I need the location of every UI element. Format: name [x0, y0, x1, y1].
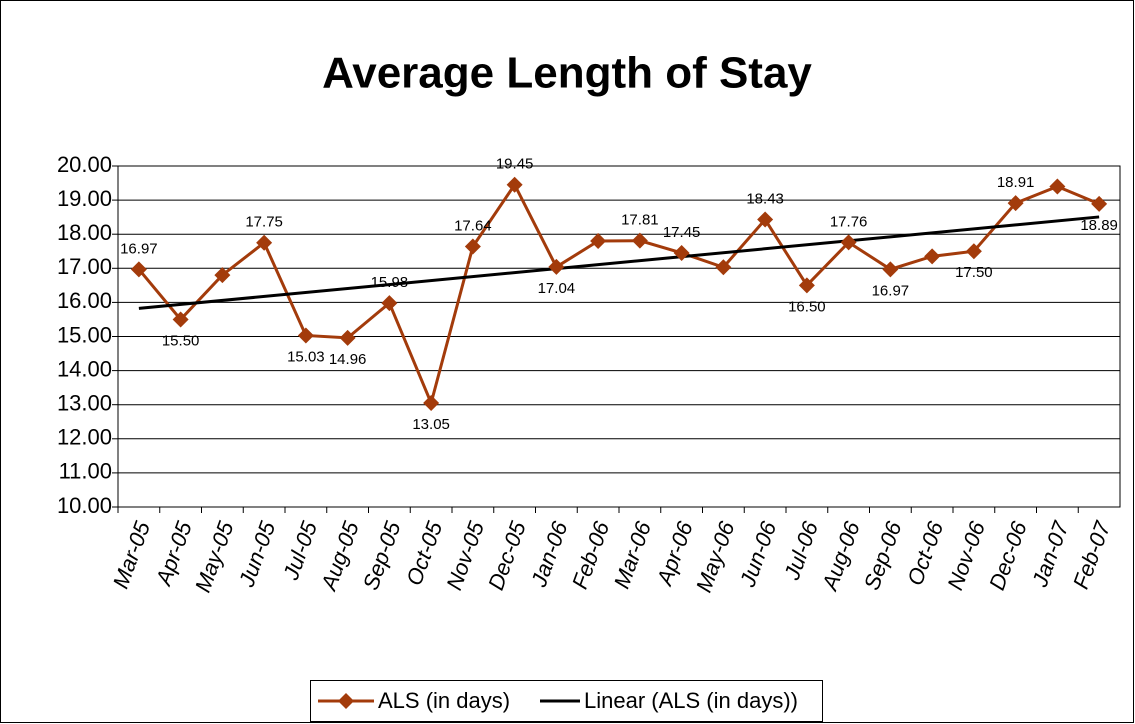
y-tick-label: 10.00 — [57, 493, 112, 518]
marker — [715, 259, 732, 276]
marker — [214, 267, 231, 284]
data-label: 17.64 — [454, 217, 492, 234]
data-label: 13.05 — [412, 416, 450, 433]
y-tick-label: 20.00 — [57, 152, 112, 177]
marker — [673, 244, 690, 261]
marker — [423, 394, 440, 411]
marker — [339, 329, 356, 346]
data-label: 15.03 — [287, 348, 325, 365]
y-tick-label: 18.00 — [57, 220, 112, 245]
y-tick-label: 13.00 — [57, 391, 112, 416]
marker — [1049, 178, 1066, 195]
y-tick-label: 15.00 — [57, 322, 112, 347]
marker — [924, 248, 941, 265]
marker — [590, 233, 607, 250]
marker — [1007, 195, 1024, 212]
y-tick-label: 16.00 — [57, 288, 112, 313]
marker — [798, 277, 815, 294]
data-label: 19.45 — [496, 156, 534, 173]
data-label: 17.81 — [621, 212, 659, 229]
marker — [965, 243, 982, 260]
marker — [256, 234, 273, 251]
data-label: 18.89 — [1080, 217, 1118, 234]
data-label: 18.91 — [997, 174, 1035, 191]
marker — [172, 311, 189, 328]
data-label: 18.43 — [746, 191, 784, 208]
marker — [548, 258, 565, 275]
legend-label: Linear (ALS (in days)) — [584, 688, 798, 713]
y-tick-label: 17.00 — [57, 254, 112, 279]
marker — [506, 176, 523, 193]
legend-label: ALS (in days) — [378, 688, 510, 713]
y-tick-label: 19.00 — [57, 186, 112, 211]
marker — [381, 295, 398, 312]
marker — [757, 211, 774, 228]
marker — [840, 234, 857, 251]
marker — [1091, 195, 1108, 212]
chart-title: Average Length of Stay — [322, 49, 812, 98]
legend: ALS (in days) Linear (ALS (in days)) — [310, 680, 823, 722]
data-label: 17.75 — [245, 214, 283, 231]
trendline — [138, 215, 1100, 310]
y-tick-label: 11.00 — [59, 459, 112, 484]
data-label: 16.97 — [120, 240, 158, 257]
data-label: 17.76 — [830, 213, 868, 230]
marker — [882, 261, 899, 278]
data-label: 17.45 — [663, 224, 701, 241]
data-label: 15.98 — [371, 274, 409, 291]
marker — [464, 238, 481, 255]
data-label: 17.50 — [955, 264, 993, 281]
y-tick-label: 14.00 — [57, 356, 112, 381]
legend-marker — [338, 693, 354, 709]
data-label: 14.96 — [329, 351, 367, 368]
data-label: 15.50 — [162, 332, 200, 349]
data-label: 16.97 — [872, 282, 910, 299]
marker — [297, 327, 314, 344]
y-tick-label: 12.00 — [57, 425, 112, 450]
marker — [130, 261, 147, 278]
data-label: 16.50 — [788, 298, 826, 315]
data-label: 17.04 — [538, 280, 576, 297]
marker — [631, 232, 648, 249]
